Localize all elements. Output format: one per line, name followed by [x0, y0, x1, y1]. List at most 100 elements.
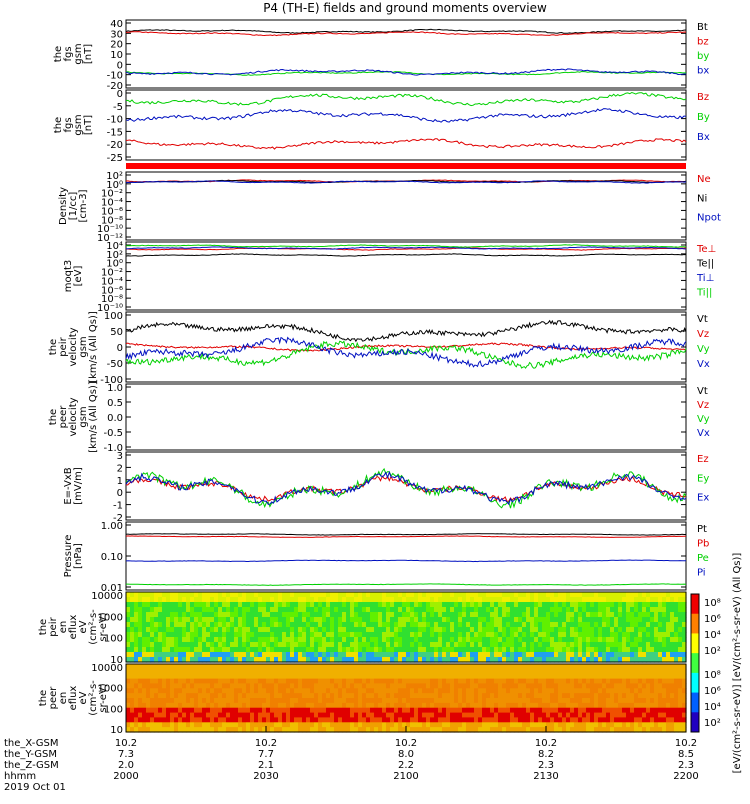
heatmap-p10-cell	[394, 722, 399, 728]
heatmap-p10-cell	[158, 673, 163, 680]
heatmap-p10-cell	[666, 722, 671, 728]
heatmap-p9-cell	[666, 592, 671, 598]
heatmap-p9-cell	[258, 642, 263, 648]
heatmap-p9-cell	[466, 647, 471, 653]
heatmap-p9-cell	[310, 637, 315, 643]
series-p4-Ti⊥	[125, 246, 687, 250]
heatmap-p10-cell	[586, 727, 591, 733]
heatmap-p10-cell	[270, 722, 275, 728]
heatmap-p10-cell	[302, 722, 307, 728]
heatmap-p10-cell	[306, 727, 311, 733]
heatmap-p10-cell	[322, 702, 327, 709]
heatmap-p9-cell	[526, 632, 531, 638]
heatmap-p9-cell	[174, 632, 179, 638]
heatmap-p9-cell	[126, 652, 131, 658]
heatmap-p10-cell	[582, 712, 587, 719]
heatmap-p10-cell	[622, 698, 627, 704]
heatmap-p10-cell	[258, 668, 263, 675]
heatmap-p9-cell	[398, 622, 403, 628]
heatmap-p9-cell	[622, 622, 627, 628]
heatmap-p9-cell	[438, 617, 443, 623]
heatmap-p9-cell	[662, 617, 667, 623]
heatmap-p9-cell	[410, 612, 415, 618]
heatmap-p10-cell	[506, 707, 511, 714]
heatmap-p9-cell	[138, 612, 143, 618]
heatmap-p10-cell	[338, 668, 343, 675]
heatmap-p10-cell	[414, 707, 419, 714]
heatmap-p9-cell	[546, 647, 551, 653]
heatmap-p9-cell	[402, 627, 407, 633]
heatmap-p9-cell	[314, 642, 319, 648]
heatmap-p10-cell	[494, 707, 499, 714]
heatmap-p10-cell	[254, 712, 259, 719]
heatmap-p10-cell	[234, 664, 239, 670]
heatmap-p9-cell	[426, 602, 431, 608]
heatmap-p10-cell	[478, 693, 483, 699]
heatmap-p10-cell	[442, 678, 447, 685]
heatmap-p9-cell	[618, 637, 623, 643]
heatmap-p10-cell	[662, 712, 667, 719]
heatmap-p10-cell	[538, 712, 543, 719]
heatmap-p10-cell	[498, 668, 503, 675]
heatmap-p9-cell	[498, 612, 503, 618]
heatmap-p10-cell	[574, 702, 579, 709]
heatmap-p10-cell	[394, 693, 399, 699]
heatmap-p10-cell	[190, 707, 195, 714]
heatmap-p9-cell	[594, 632, 599, 638]
heatmap-p10-cell	[366, 688, 371, 694]
heatmap-p9-cell	[178, 607, 183, 613]
heatmap-p9-cell	[262, 647, 267, 653]
heatmap-p10-cell	[318, 678, 323, 685]
panel-p4-frame	[125, 241, 687, 311]
heatmap-p9-cell	[154, 602, 159, 608]
heatmap-p10-cell	[614, 683, 619, 689]
heatmap-p10-cell	[278, 683, 283, 689]
heatmap-p10-cell	[198, 664, 203, 670]
heatmap-p10-cell	[134, 683, 139, 689]
heatmap-p9-cell	[642, 607, 647, 613]
heatmap-p10-cell	[454, 668, 459, 675]
heatmap-p9-cell	[550, 632, 555, 638]
heatmap-p9-cell	[626, 612, 631, 618]
heatmap-p10-cell	[230, 698, 235, 704]
heatmap-p9-cell	[454, 602, 459, 608]
heatmap-p9-cell	[570, 627, 575, 633]
heatmap-p10-cell	[530, 693, 535, 699]
heatmap-p10-cell	[534, 668, 539, 675]
heatmap-p9-cell	[262, 612, 267, 618]
heatmap-p9-cell	[242, 617, 247, 623]
heatmap-p10-cell	[426, 683, 431, 689]
heatmap-p10-cell	[162, 668, 167, 675]
heatmap-p9-cell	[214, 642, 219, 648]
heatmap-p9-cell	[314, 597, 319, 603]
heatmap-p9-cell	[474, 627, 479, 633]
heatmap-p9-cell	[482, 657, 487, 663]
heatmap-p10-cell	[330, 664, 335, 670]
heatmap-p10-cell	[598, 707, 603, 714]
heatmap-p10-cell	[350, 722, 355, 728]
heatmap-p10-cell	[370, 698, 375, 704]
heatmap-p9-cell	[406, 627, 411, 633]
heatmap-p10-cell	[554, 722, 559, 728]
panel-p3-ylabel: Density	[58, 187, 69, 225]
heatmap-p10-cell	[534, 722, 539, 728]
heatmap-p9-cell	[386, 652, 391, 658]
heatmap-p10-cell	[598, 712, 603, 719]
heatmap-p9-cell	[330, 622, 335, 628]
heatmap-p10-cell	[658, 664, 663, 670]
panel-p3-ytick-label: 10⁻⁶	[101, 206, 123, 217]
heatmap-p9-cell	[618, 657, 623, 663]
heatmap-p9-cell	[182, 657, 187, 663]
heatmap-p9-cell	[162, 642, 167, 648]
heatmap-p10-cell	[478, 712, 483, 719]
heatmap-p10-cell	[398, 717, 403, 723]
heatmap-p10-cell	[354, 698, 359, 704]
heatmap-p10-cell	[598, 702, 603, 709]
heatmap-p10-cell	[558, 712, 563, 719]
heatmap-p10-cell	[230, 668, 235, 675]
heatmap-p10-cell	[354, 722, 359, 728]
heatmap-p9-cell	[262, 602, 267, 608]
heatmap-p10-cell	[630, 693, 635, 699]
heatmap-p10-cell	[274, 727, 279, 733]
heatmap-p9-cell	[182, 627, 187, 633]
